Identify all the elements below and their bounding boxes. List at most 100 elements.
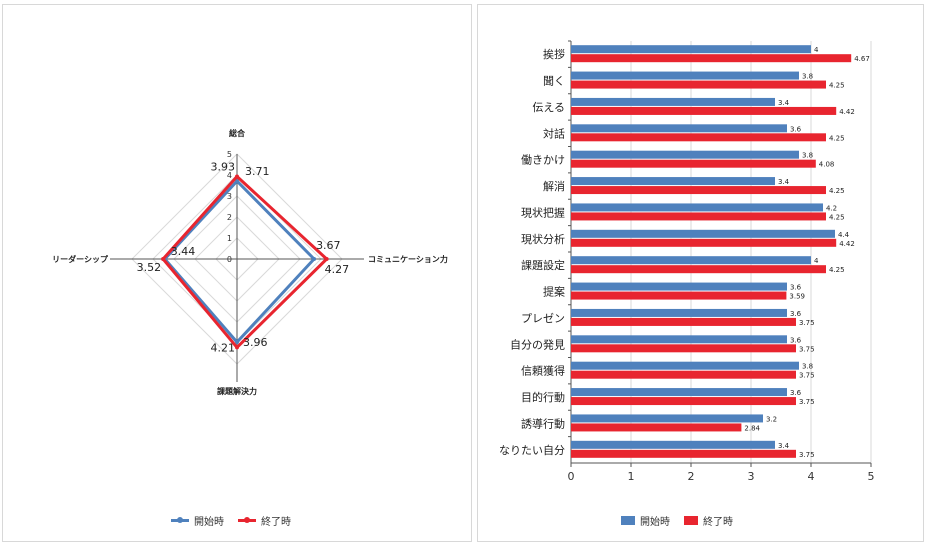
bar-category-label: 現状分析 bbox=[521, 232, 565, 246]
bar-start bbox=[571, 71, 799, 80]
bar-category-label: 解消 bbox=[543, 179, 565, 193]
bar-data-label: 3.6 bbox=[790, 389, 802, 397]
bar-start bbox=[571, 124, 787, 133]
bar-data-label: 4.25 bbox=[829, 213, 845, 221]
bar-data-label: 4.67 bbox=[854, 55, 870, 63]
bar-data-label: 4.4 bbox=[838, 231, 850, 239]
bar-start bbox=[571, 414, 763, 423]
bar-end bbox=[571, 133, 826, 142]
bar-category-label: 誘導行動 bbox=[521, 416, 565, 430]
bar-data-label: 4.25 bbox=[829, 134, 845, 142]
bar-x-tick-label: 5 bbox=[868, 470, 875, 483]
bar-data-label: 3.6 bbox=[790, 125, 802, 133]
bar-category-label: 提案 bbox=[543, 285, 565, 299]
radar-data-label: 3.71 bbox=[245, 165, 270, 178]
legend-label-start: 開始時 bbox=[640, 517, 670, 528]
bar-start bbox=[571, 150, 799, 159]
radar-tick-label: 4 bbox=[227, 171, 232, 180]
radar-data-label: 3.52 bbox=[137, 261, 162, 274]
bar-data-label: 3.4 bbox=[778, 99, 790, 107]
radar-point bbox=[235, 179, 239, 184]
bar-end bbox=[571, 106, 837, 115]
bar-end bbox=[571, 265, 826, 274]
bar-data-label: 4.42 bbox=[839, 240, 855, 248]
bar-data-label: 3.75 bbox=[799, 345, 815, 353]
legend-swatch-start bbox=[621, 516, 635, 525]
radar-axis-label: リーダーシップ bbox=[52, 254, 109, 264]
bar-x-tick-label: 3 bbox=[748, 470, 755, 483]
bar-data-label: 3.75 bbox=[799, 372, 815, 380]
bar-end bbox=[571, 397, 796, 406]
bar-data-label: 4 bbox=[814, 257, 819, 265]
bar-category-label: プレゼン bbox=[521, 312, 565, 325]
bar-end bbox=[571, 238, 837, 247]
bar-start bbox=[571, 97, 775, 106]
radar-data-label: 3.93 bbox=[211, 160, 236, 173]
bar-end bbox=[571, 291, 787, 300]
radar-tick-label: 3 bbox=[227, 192, 232, 201]
bar-x-tick-label: 1 bbox=[628, 470, 635, 483]
bar-category-label: 対話 bbox=[543, 126, 565, 140]
radar-point bbox=[235, 174, 239, 179]
bar-start bbox=[571, 440, 775, 449]
legend-swatch-end bbox=[684, 516, 698, 525]
radar-data-label: 4.21 bbox=[211, 341, 236, 354]
radar-data-label: 3.67 bbox=[316, 239, 341, 252]
radar-legend: 開始時 終了時 bbox=[171, 513, 291, 528]
bar-data-label: 3.75 bbox=[799, 398, 815, 406]
radar-point bbox=[324, 257, 329, 261]
bar-category-label: なりたい自分 bbox=[499, 444, 565, 457]
bar-data-label: 3.6 bbox=[790, 284, 802, 292]
bar-start bbox=[571, 335, 787, 344]
radar-chart-panel: 0 1 2 3 4 5 総合 コミュニケーション力 課題解決力 リーダーシップ 3.93 3.71 3.… bbox=[2, 4, 472, 542]
bar-category-label: 自分の発見 bbox=[510, 337, 565, 351]
bar-end bbox=[571, 159, 816, 168]
bar-start bbox=[571, 203, 823, 212]
bar-category-label: 課題設定 bbox=[521, 258, 565, 272]
radar-point bbox=[235, 345, 239, 350]
legend-label-end: 終了時 bbox=[703, 517, 733, 528]
radar-series-line bbox=[163, 179, 316, 344]
bar-x-tick-label: 0 bbox=[568, 470, 575, 483]
radar-tick-label: 5 bbox=[227, 150, 232, 159]
bar-data-label: 4.08 bbox=[819, 161, 835, 169]
bar-data-label: 4.2 bbox=[826, 204, 837, 212]
bar-category-label: 目的行動 bbox=[521, 390, 565, 404]
bar-start bbox=[571, 361, 799, 370]
bar-data-label: 3.75 bbox=[799, 319, 815, 327]
legend-item-start: 開始時 bbox=[621, 513, 670, 528]
bar-data-label: 2.84 bbox=[744, 424, 760, 432]
bar-start bbox=[571, 45, 811, 54]
bar-end bbox=[571, 423, 742, 432]
bar-end bbox=[571, 80, 826, 89]
bar-data-label: 3.59 bbox=[789, 293, 805, 301]
bar-data-label: 3.4 bbox=[778, 442, 790, 450]
bar-data-label: 4.25 bbox=[829, 82, 845, 90]
bar-end bbox=[571, 186, 826, 195]
bar-category-label: 働きかけ bbox=[521, 154, 565, 167]
bar-data-label: 3.75 bbox=[799, 451, 815, 459]
bar-start bbox=[571, 256, 811, 265]
bar-data-label: 4 bbox=[814, 46, 819, 54]
radar-axis-label: 総合 bbox=[229, 128, 246, 138]
bar-data-label: 4.25 bbox=[829, 187, 845, 195]
legend-item-start: 開始時 bbox=[171, 513, 224, 528]
bar-start bbox=[571, 388, 787, 397]
radar-data-label: 3.44 bbox=[171, 245, 196, 258]
bar-chart: 0 1 2 3 4 5 挨拶 4 4.67 聞く 3.8 4.25 伝える 3.4 4.42 対話 3.6 4.2… bbox=[499, 40, 875, 483]
bar-data-label: 4.42 bbox=[839, 108, 855, 116]
radar-series-line bbox=[161, 174, 329, 349]
bar-start bbox=[571, 177, 775, 186]
legend-label-end: 終了時 bbox=[261, 517, 291, 528]
bar-end bbox=[571, 344, 796, 353]
bar-data-label: 3.4 bbox=[778, 178, 790, 186]
legend-swatch-end bbox=[238, 517, 256, 523]
bar-legend: 開始時 終了時 bbox=[621, 513, 733, 528]
radar-point bbox=[235, 340, 239, 345]
radar-data-label: 3.96 bbox=[243, 336, 268, 349]
legend-item-end: 終了時 bbox=[238, 513, 291, 528]
bar-end bbox=[571, 370, 796, 379]
bar-data-label: 3.6 bbox=[790, 310, 802, 318]
bar-end bbox=[571, 449, 796, 458]
